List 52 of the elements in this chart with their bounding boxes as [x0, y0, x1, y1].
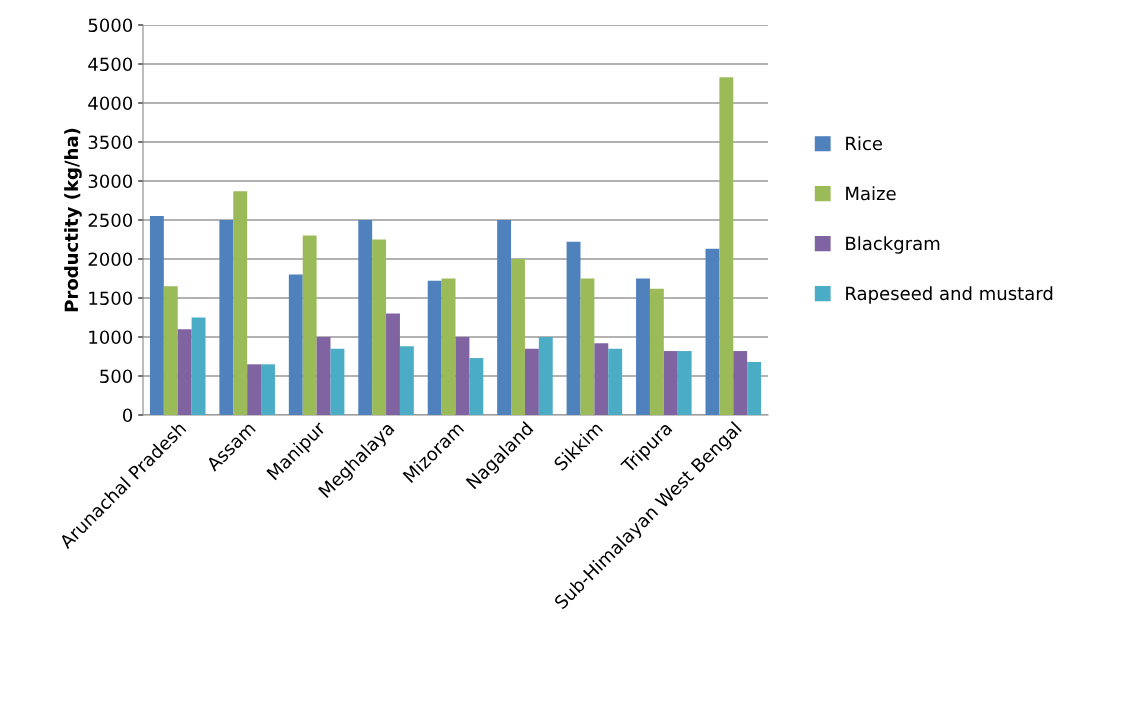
bar	[302, 235, 317, 415]
bar	[649, 288, 664, 415]
bar	[733, 351, 748, 415]
y-tick-label: 2000	[88, 252, 133, 267]
legend-label: Maize	[846, 186, 896, 201]
y-tick-label: 3500	[88, 135, 133, 150]
bar	[372, 239, 387, 415]
bar	[719, 77, 734, 415]
y-tick-label: 5000	[88, 18, 133, 33]
y-tick-label: 2500	[88, 213, 133, 228]
legend-label: Rice	[846, 136, 883, 151]
legend-label: Rapeseed and mustard	[846, 286, 1053, 304]
y-tick-label: 0	[122, 408, 133, 423]
y-tick-label: 4000	[88, 96, 133, 111]
bar	[497, 220, 512, 415]
bar	[247, 364, 262, 415]
bar	[538, 337, 553, 415]
bar	[386, 313, 400, 415]
bar	[358, 220, 373, 415]
bar	[427, 280, 442, 415]
bar	[330, 348, 345, 415]
bar	[677, 351, 692, 415]
y-axis-title: Productity (kg/ha)	[64, 128, 82, 312]
bar	[177, 329, 192, 415]
bar	[233, 191, 248, 415]
bar	[261, 364, 275, 415]
bar	[608, 348, 623, 415]
bar	[316, 337, 331, 415]
bar	[594, 343, 609, 415]
y-tick-label: 4500	[88, 57, 133, 72]
bar	[511, 259, 525, 415]
bar	[191, 317, 206, 415]
bar	[399, 346, 414, 415]
bar	[219, 220, 234, 415]
bar	[288, 274, 303, 415]
bar	[524, 348, 539, 415]
bar	[455, 337, 470, 415]
bar	[441, 278, 456, 415]
bar	[566, 241, 581, 415]
y-tick-label: 3000	[88, 174, 133, 189]
bar	[580, 278, 595, 415]
bar	[747, 361, 762, 415]
bar	[149, 216, 164, 415]
bar	[663, 351, 678, 415]
legend-label: Blackgram	[846, 236, 940, 254]
bar	[469, 358, 484, 415]
bar	[163, 286, 178, 415]
y-tick-label: 500	[100, 369, 133, 384]
bar	[705, 248, 720, 415]
y-tick-label: 1500	[89, 291, 133, 306]
y-tick-label: 1000	[89, 330, 133, 345]
bar	[636, 278, 650, 415]
